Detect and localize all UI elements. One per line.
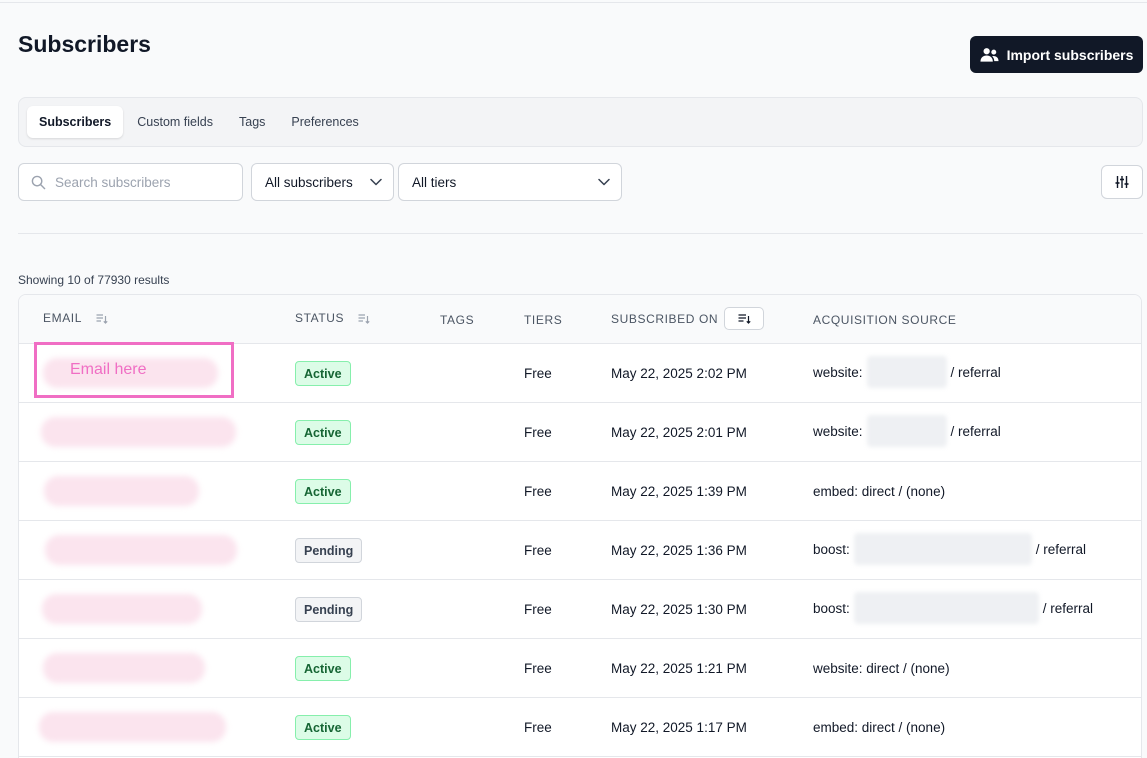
sort-icon (358, 313, 370, 324)
column-settings-button[interactable] (1101, 165, 1143, 199)
tab-subscribers[interactable]: Subscribers (27, 106, 124, 138)
search-icon (31, 175, 46, 189)
header-tags: TAGS (440, 313, 475, 327)
table-row[interactable]: Email here Active Free May 22, 2025 2:02… (19, 342, 1141, 403)
acquisition-source: website: / referral (813, 415, 1001, 447)
status-badge: Active (295, 361, 351, 386)
table-row[interactable]: Active Free May 22, 2025 1:17 PM embed: … (19, 698, 1141, 757)
tab-preferences[interactable]: Preferences (291, 115, 359, 129)
tier-cell: Free (524, 425, 552, 440)
results-count: Showing 10 of 77930 results (18, 273, 170, 287)
sort-icon (738, 314, 751, 324)
email-redacted (39, 712, 226, 742)
status-badge: Pending (295, 538, 363, 563)
sort-subscribed-on-button[interactable] (724, 307, 765, 330)
tier-cell: Free (524, 366, 552, 381)
table-row[interactable]: Pending Free May 22, 2025 1:30 PM boost:… (19, 580, 1141, 639)
import-subscribers-button[interactable]: Import subscribers (970, 36, 1143, 73)
status-badge: Pending (295, 597, 363, 622)
email-redacted (43, 653, 205, 683)
subscribed-date: May 22, 2025 2:01 PM (611, 425, 747, 440)
table-row[interactable]: Active Free May 22, 2025 2:01 PM website… (19, 403, 1141, 462)
status-badge: Active (295, 656, 351, 681)
acquisition-source: embed: direct / (none) (813, 720, 946, 735)
sliders-icon (1115, 176, 1129, 188)
subscribed-date: May 22, 2025 1:17 PM (611, 720, 747, 735)
acquisition-source: website: / referral (813, 356, 1001, 388)
table-header: EMAIL STATUS TAGS TIERS SUBSCRIBED ON (19, 295, 1141, 344)
acquisition-source: boost: / referral (813, 533, 1086, 565)
tier-cell: Free (524, 602, 552, 617)
source-redacted (853, 533, 1032, 565)
status-badge: Active (295, 420, 351, 445)
subscribers-table: EMAIL STATUS TAGS TIERS SUBSCRIBED ON (18, 294, 1142, 758)
header-acquisition-source: ACQUISITION SOURCE (813, 313, 957, 327)
header-email[interactable]: EMAIL (43, 311, 108, 325)
email-redacted (42, 594, 202, 624)
source-redacted (866, 356, 947, 388)
source-redacted (866, 415, 947, 447)
chevron-down-icon (598, 178, 610, 186)
subscribed-date: May 22, 2025 2:02 PM (611, 366, 747, 381)
search-box (18, 163, 243, 201)
acquisition-source: boost: / referral (813, 592, 1093, 624)
table-row[interactable]: Active Free May 22, 2025 1:21 PM website… (19, 639, 1141, 698)
status-badge: Active (295, 479, 351, 504)
tier-cell: Free (524, 661, 552, 676)
subscriber-filter-select[interactable]: All subscribers (251, 163, 394, 201)
email-redacted (43, 358, 218, 388)
top-border (0, 2, 1147, 3)
table-row[interactable]: Pending Free May 22, 2025 1:36 PM boost:… (19, 521, 1141, 580)
status-badge: Active (295, 715, 351, 740)
tab-custom-fields[interactable]: Custom fields (137, 115, 213, 129)
source-redacted (853, 592, 1039, 624)
tier-cell: Free (524, 720, 552, 735)
import-subscribers-label: Import subscribers (1006, 46, 1134, 63)
acquisition-source: embed: direct / (none) (813, 484, 946, 499)
users-icon (980, 47, 999, 62)
subscribed-date: May 22, 2025 1:21 PM (611, 661, 747, 676)
subscribed-date: May 22, 2025 1:36 PM (611, 543, 747, 558)
email-annotation: Email here (34, 342, 234, 398)
subscribed-date: May 22, 2025 1:39 PM (611, 484, 747, 499)
email-redacted (44, 476, 199, 506)
subscribed-date: May 22, 2025 1:30 PM (611, 602, 747, 617)
acquisition-source: website: direct / (none) (813, 661, 950, 676)
tier-cell: Free (524, 484, 552, 499)
tier-filter-value: All tiers (412, 174, 457, 190)
table-row[interactable]: Active Free May 22, 2025 1:39 PM embed: … (19, 462, 1141, 521)
sort-icon (96, 313, 108, 324)
email-redacted (41, 417, 236, 447)
section-divider (18, 233, 1143, 234)
page-title: Subscribers (18, 31, 151, 57)
header-tiers: TIERS (524, 313, 563, 327)
header-status[interactable]: STATUS (295, 311, 370, 325)
tier-filter-select[interactable]: All tiers (398, 163, 622, 201)
chevron-down-icon (370, 178, 382, 186)
header-subscribed-on: SUBSCRIBED ON (611, 307, 765, 330)
tab-bar: Subscribers Custom fields Tags Preferenc… (18, 97, 1143, 147)
tier-cell: Free (524, 543, 552, 558)
search-input[interactable] (55, 174, 225, 190)
email-redacted (45, 535, 237, 565)
subscriber-filter-value: All subscribers (265, 174, 353, 190)
tab-tags[interactable]: Tags (239, 115, 266, 129)
